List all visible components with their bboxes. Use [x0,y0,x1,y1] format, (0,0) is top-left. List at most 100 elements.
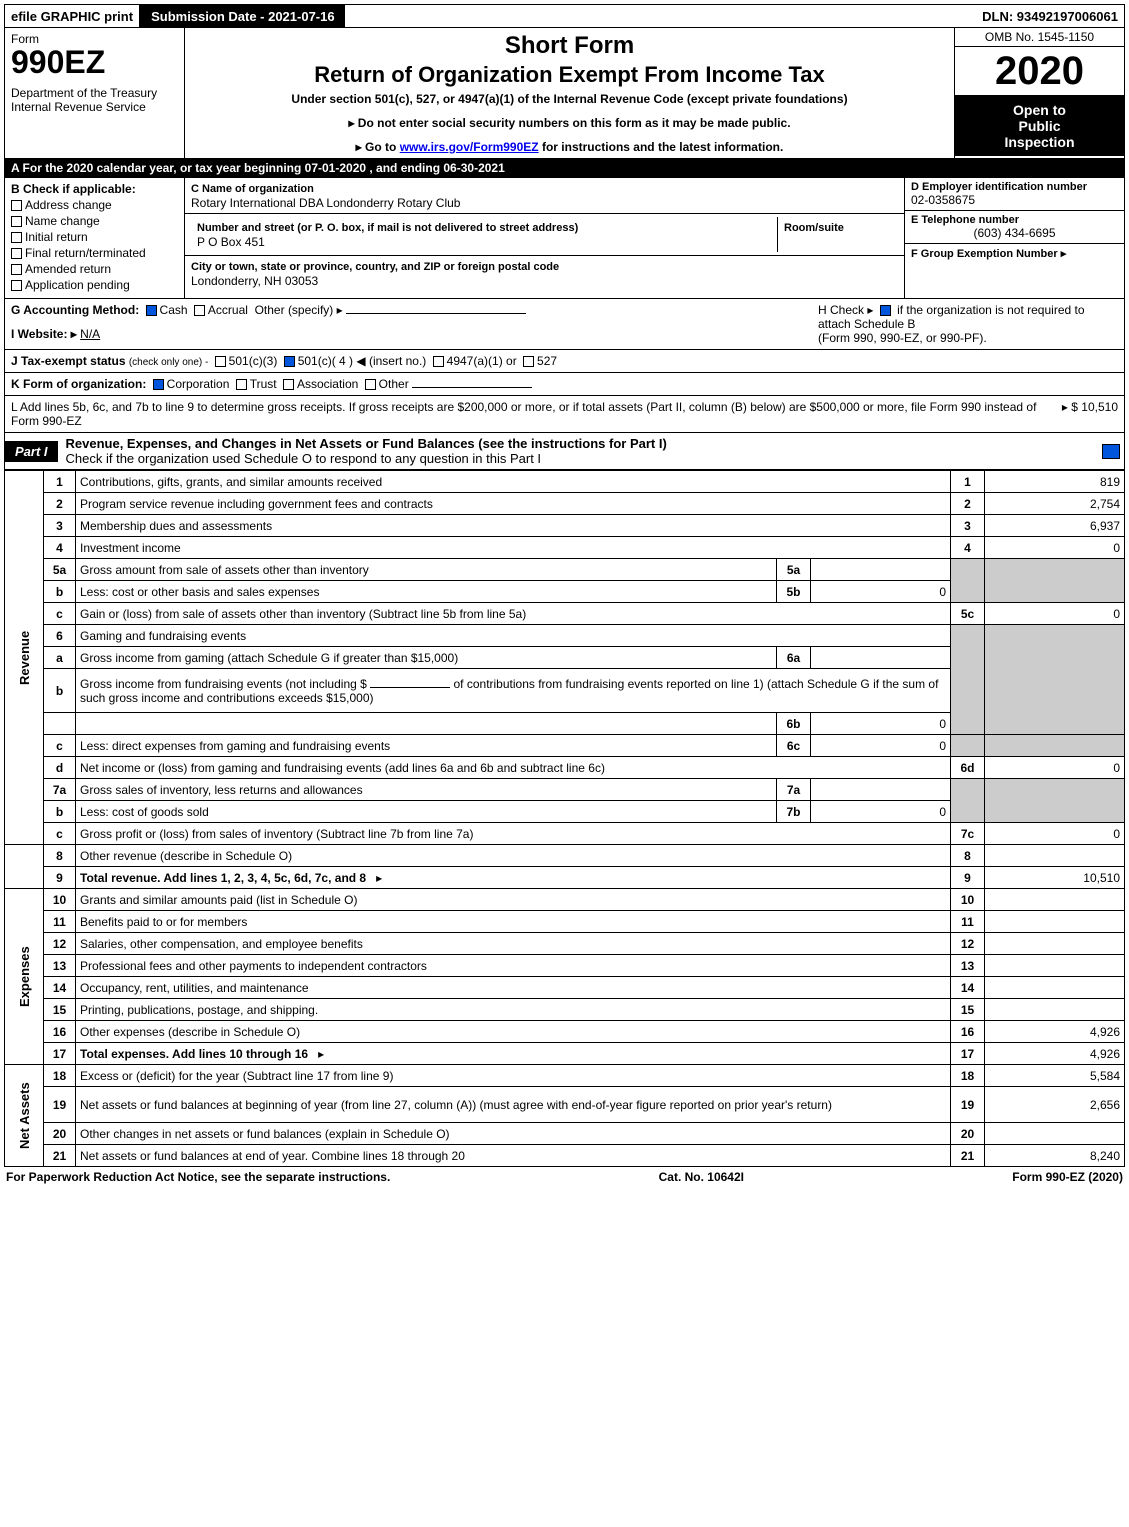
chk-address-change[interactable]: Address change [11,198,178,212]
form-of-org-label: K Form of organization: [11,377,146,391]
line-5a-desc: Gross amount from sale of assets other t… [80,563,369,577]
line-6d-ref: 6d [951,757,985,779]
group-exemption-cell: F Group Exemption Number ▸ [905,244,1124,263]
instr-goto-suffix: for instructions and the latest informat… [539,140,784,154]
top-bar: efile GRAPHIC print Submission Date - 20… [4,4,1125,28]
entity-info-block: B Check if applicable: Address change Na… [4,178,1125,299]
line-15-amt [985,999,1125,1021]
chk-corporation[interactable] [153,379,164,390]
chk-application-pending[interactable]: Application pending [11,278,178,292]
accounting-method-label: G Accounting Method: [11,303,139,317]
instr-goto-prefix: ▸ Go to [356,140,400,154]
part-1-label: Part I [5,441,58,462]
line-10-ref: 10 [951,889,985,911]
section-j-row: J Tax-exempt status (check only one) - 5… [4,350,1125,373]
chk-527[interactable] [523,356,534,367]
chk-trust[interactable] [236,379,247,390]
phone-label: E Telephone number [911,214,1118,226]
line-11-ref: 11 [951,911,985,933]
city-label: City or town, state or province, country… [191,261,559,273]
ein-value: 02-0358675 [911,193,1118,207]
chk-other-org[interactable] [365,379,376,390]
line-12-ref: 12 [951,933,985,955]
line-4-amt: 0 [985,537,1125,559]
line-11-amt [985,911,1125,933]
line-16-amt: 4,926 [985,1021,1125,1043]
open-to-public-badge: Open to Public Inspection [955,96,1124,156]
open-line-1: Open to [957,102,1122,118]
website-value: N/A [80,327,100,341]
line-21-amt: 8,240 [985,1145,1125,1167]
chk-501c3[interactable] [215,356,226,367]
line-17-ref: 17 [951,1043,985,1065]
chk-name-change[interactable]: Name change [11,214,178,228]
line-6c-amt: 0 [811,735,951,757]
line-6a-desc: Gross income from gaming (attach Schedul… [80,651,458,665]
line-8-desc: Other revenue (describe in Schedule O) [80,849,292,863]
form-number: 990EZ [11,46,178,78]
chk-initial-return[interactable]: Initial return [11,230,178,244]
chk-schedule-b-not-required[interactable] [880,305,891,316]
line-5a-ref: 5a [777,559,811,581]
line-2-ref: 2 [951,493,985,515]
tax-year: 2020 [955,47,1124,96]
efile-print-label[interactable]: efile GRAPHIC print [5,5,141,27]
internal-revenue-label: Internal Revenue Service [11,100,178,114]
line-6b-contrib-field[interactable] [370,687,450,688]
line-14-amt [985,977,1125,999]
chk-4947a1[interactable] [433,356,444,367]
section-k-row: K Form of organization: Corporation Trus… [4,373,1125,396]
line-3-desc: Membership dues and assessments [80,519,272,533]
line-1-ref: 1 [951,471,985,493]
omb-number: OMB No. 1545-1150 [955,28,1124,47]
group-exemption-label: F Group Exemption Number ▸ [911,247,1118,260]
ein-cell: D Employer identification number 02-0358… [905,178,1124,211]
title-short-form: Short Form [191,32,948,60]
line-7b-desc: Less: cost of goods sold [80,805,209,819]
line-6b-ref: 6b [777,713,811,735]
line-6a-ref: 6a [777,647,811,669]
line-17-desc: Total expenses. Add lines 10 through 16 [80,1047,308,1061]
line-3-ref: 3 [951,515,985,537]
line-8-amt [985,845,1125,867]
chk-amended-return[interactable]: Amended return [11,262,178,276]
org-other-field[interactable] [412,387,532,388]
line-7c-amt: 0 [985,823,1125,845]
line-19-desc: Net assets or fund balances at beginning… [80,1098,832,1112]
ein-label: D Employer identification number [911,181,1118,193]
chk-cash[interactable] [146,305,157,316]
chk-association[interactable] [283,379,294,390]
chk-accrual[interactable] [194,305,205,316]
section-b-label: B Check if applicable: [11,182,178,196]
line-10-desc: Grants and similar amounts paid (list in… [80,893,357,907]
chk-501c[interactable] [284,356,295,367]
line-7a-amt [811,779,951,801]
header-center-cell: Short Form Return of Organization Exempt… [185,28,954,158]
page-footer: For Paperwork Reduction Act Notice, see … [4,1167,1125,1184]
line-13-amt [985,955,1125,977]
line-9-ref: 9 [951,867,985,889]
section-l-row: L Add lines 5b, 6c, and 7b to line 9 to … [4,396,1125,433]
chk-schedule-o-used[interactable] [1102,444,1120,459]
street-row: Number and street (or P. O. box, if mail… [185,214,904,256]
part-1-header: Part I Revenue, Expenses, and Changes in… [4,433,1125,470]
line-15-desc: Printing, publications, postage, and shi… [80,1003,318,1017]
line-5c-amt: 0 [985,603,1125,625]
line-5c-ref: 5c [951,603,985,625]
section-gh-row: G Accounting Method: Cash Accrual Other … [4,299,1125,350]
line-13-desc: Professional fees and other payments to … [80,959,427,973]
phone-cell: E Telephone number (603) 434-6695 [905,211,1124,244]
accounting-other-field[interactable] [346,313,526,314]
line-6a-amt [811,647,951,669]
line-21-ref: 21 [951,1145,985,1167]
instr-goto-link[interactable]: www.irs.gov/Form990EZ [400,140,539,154]
line-5b-desc: Less: cost or other basis and sales expe… [80,585,319,599]
line-6d-desc: Net income or (loss) from gaming and fun… [80,761,605,775]
line-19-amt: 2,656 [985,1087,1125,1123]
line-18-amt: 5,584 [985,1065,1125,1087]
line-13-ref: 13 [951,955,985,977]
section-h: H Check ▸ if the organization is not req… [818,303,1118,345]
street-value: P O Box 451 [197,235,771,249]
line-16-ref: 16 [951,1021,985,1043]
chk-final-return[interactable]: Final return/terminated [11,246,178,260]
